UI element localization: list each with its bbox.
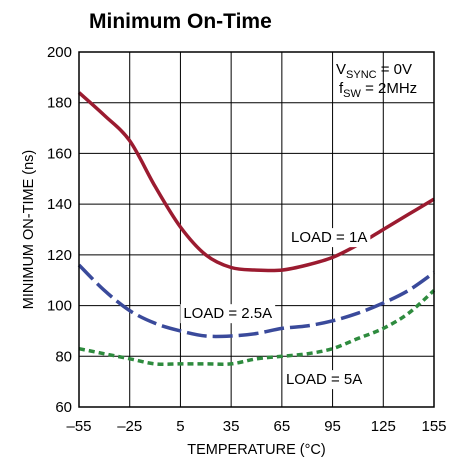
x-tick-label: 65 xyxy=(274,418,291,435)
x-tick-label: 35 xyxy=(223,418,240,435)
annotation-label: LOAD = 5A xyxy=(286,371,362,388)
series-line-load-1a xyxy=(77,91,435,273)
annotation-background xyxy=(282,370,366,390)
annotation-background xyxy=(180,304,276,324)
condition-fsw: fSW = 2MHz xyxy=(339,80,417,100)
annotation-label: LOAD = 1A xyxy=(291,229,367,246)
series-line-load-5a xyxy=(78,289,436,367)
y-tick-label: 140 xyxy=(47,196,72,213)
annotation-label: LOAD = 2.5A xyxy=(183,305,272,322)
condition-vsync: VSYNC = 0V xyxy=(336,61,412,81)
y-tick-label: 120 xyxy=(47,247,72,264)
y-tick-label: 200 xyxy=(47,44,72,61)
x-axis-label: TEMPERATURE (°C) xyxy=(187,442,325,458)
y-tick-label: 100 xyxy=(47,298,72,315)
series-line-load-2-5a xyxy=(77,263,436,339)
x-tick-label: 155 xyxy=(421,418,446,435)
annotation-background xyxy=(288,228,371,248)
x-tick-label: 95 xyxy=(324,418,341,435)
plot-frame xyxy=(78,51,435,408)
series-annotations: LOAD = 1A LOAD = 2.5A LOAD = 5A xyxy=(180,228,371,390)
y-tick-label: 180 xyxy=(47,95,72,112)
tick-labels: –55 –25 5 35 65 95 125 155 60 80 100 120 140 160 180 20… xyxy=(47,44,447,435)
x-tick-label: –55 xyxy=(66,418,91,435)
series-annotation: LOAD = 5A xyxy=(282,370,366,390)
series-annotation: LOAD = 2.5A xyxy=(180,304,276,324)
y-tick-label: 160 xyxy=(47,145,72,162)
x-tick-label: 125 xyxy=(371,418,396,435)
x-tick-label: 5 xyxy=(176,418,184,435)
chart-title: Minimum On-Time xyxy=(89,10,272,33)
x-tick-label: –25 xyxy=(117,418,142,435)
y-tick-label: 80 xyxy=(55,348,72,365)
y-axis-label: MINIMUM ON-TIME (ns) xyxy=(21,150,37,309)
y-tick-label: 60 xyxy=(55,399,72,416)
series-layer xyxy=(77,91,436,367)
series-annotation: LOAD = 1A xyxy=(288,228,371,248)
